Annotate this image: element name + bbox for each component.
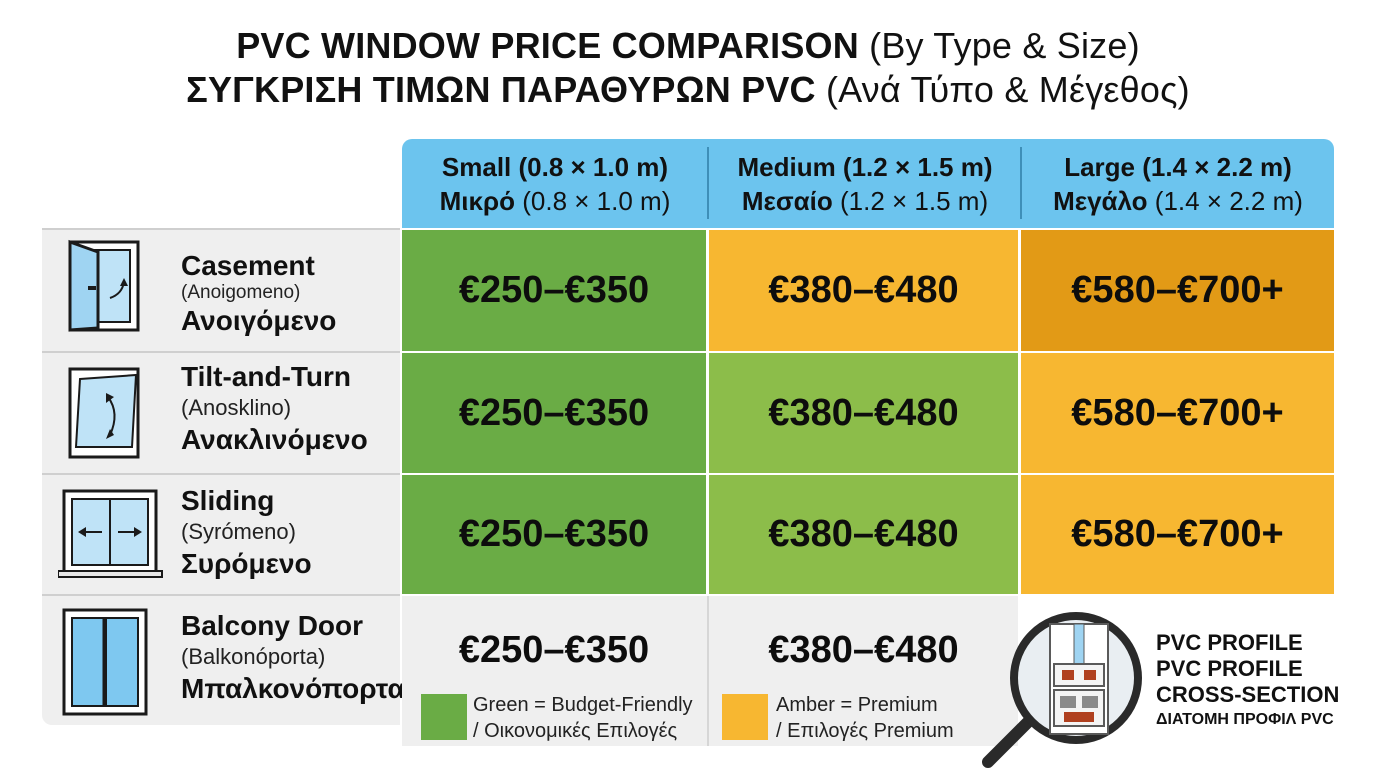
row-label-tilt-and-turn: Tilt-and-Turn (Anosklino) Ανακλινόμενο xyxy=(42,353,400,473)
header-large-gr-size: (1.4 × 2.2 m) xyxy=(1154,185,1303,216)
row-label-translit: (Anoigomeno) xyxy=(181,282,301,303)
row-label-casement: Casement (Anoigomeno) Ανοιγόμενο xyxy=(42,230,400,351)
row-label-en: Casement xyxy=(181,250,315,281)
title-greek-bold: ΣΥΓΚΡΙΣΗ ΤΙΜΩΝ ΠΑΡΑΘΥΡΩΝ PVC xyxy=(186,69,816,110)
tilt-turn-window-icon xyxy=(58,363,150,466)
casement-window-icon xyxy=(58,236,150,339)
legend-amber-line2: / Επιλογές Premium xyxy=(776,720,954,742)
price-cell: €250–€350 xyxy=(402,475,706,594)
header-small-en: Small (0.8 × 1.0 m) xyxy=(441,151,669,182)
price-cell: €250–€350 xyxy=(402,353,706,473)
price-cell: €380–€480 xyxy=(709,230,1018,351)
row-label-gr: Μπαλκονόπορτα xyxy=(181,673,405,704)
row-label-translit: (Anosklino) xyxy=(181,395,292,420)
row-divider xyxy=(42,594,400,596)
profile-line4: ΔΙΑΤΟΜΗ ΠΡΟΦΙΛ PVC xyxy=(1156,711,1334,728)
legend-amber: Amber = Premium / Επιλογές Premium xyxy=(776,692,954,744)
row-divider xyxy=(42,351,400,353)
legend-green: Green = Budget-Friendly / Οικονομικές Επ… xyxy=(473,692,693,744)
row-label-balcony-door: Balcony Door (Balkonóporta) Μπαλκονόπορτ… xyxy=(42,596,405,725)
magnifier-profile-icon xyxy=(980,610,1160,773)
price-cell: €380–€480 xyxy=(709,475,1018,594)
profile-line1: PVC PROFILE xyxy=(1156,630,1303,655)
row-label-sliding: Sliding (Syrómeno) Συρόμενο xyxy=(42,475,400,594)
row-label-gr: Ανοιγόμενο xyxy=(181,305,337,336)
cell-divider xyxy=(707,596,709,746)
row-label-en: Sliding xyxy=(181,485,275,516)
legend-amber-line1: Amber = Premium xyxy=(776,694,938,716)
header-divider xyxy=(1020,147,1022,219)
title-line-greek: ΣΥΓΚΡΙΣΗ ΤΙΜΩΝ ΠΑΡΑΘΥΡΩΝ PVC (Ανά Τύπο &… xyxy=(0,68,1376,112)
header-large-gr: Μεγάλο xyxy=(1053,185,1148,216)
price-cell: €380–€480 xyxy=(768,628,959,671)
header-divider xyxy=(707,147,709,219)
balcony-door-icon xyxy=(58,606,150,723)
price-cell: €380–€480 xyxy=(709,353,1018,473)
header-medium-en: Medium (1.2 × 1.5 m) xyxy=(737,151,993,182)
header-medium-gr-size: (1.2 × 1.5 m) xyxy=(839,185,989,216)
price-cell: €250–€350 xyxy=(402,230,706,351)
balcony-row-background xyxy=(402,596,1018,746)
header-large: Large (1.4 × 2.2 m) Μεγάλο (1.4 × 2.2 m) xyxy=(1022,139,1334,228)
row-label-en: Tilt-and-Turn xyxy=(181,361,352,392)
price-cell: €580–€700+ xyxy=(1021,475,1334,594)
legend-green-line1: Green = Budget-Friendly xyxy=(473,694,693,716)
profile-line2: PVC PROFILE xyxy=(1156,656,1303,681)
header-small-gr-size: (0.8 × 1.0 m) xyxy=(522,185,671,216)
profile-caption: PVC PROFILE PVC PROFILE CROSS-SECTION ΔΙ… xyxy=(1156,630,1339,732)
row-label-translit: (Syrómeno) xyxy=(181,519,296,544)
row-label-en: Balcony Door xyxy=(181,610,364,641)
legend-green-line2: / Οικονομικές Επιλογές xyxy=(473,720,678,742)
legend-swatch-green xyxy=(421,694,467,740)
legend-swatch-amber xyxy=(722,694,768,740)
title-line-english: PVC WINDOW PRICE COMPARISON (By Type & S… xyxy=(0,24,1376,68)
header-medium-gr: Μεσαίο xyxy=(741,185,833,216)
row-divider xyxy=(42,228,400,230)
header-large-en: Large (1.4 × 2.2 m) xyxy=(1064,151,1292,182)
price-cell: €250–€350 xyxy=(458,628,650,671)
price-cell: €580–€700+ xyxy=(1021,230,1334,351)
row-divider xyxy=(42,473,400,475)
header-small-gr: Μικρό xyxy=(439,185,515,216)
profile-line3: CROSS-SECTION xyxy=(1156,682,1340,707)
title-english-bold: PVC WINDOW PRICE COMPARISON xyxy=(236,25,859,66)
table-header: Small (0.8 × 1.0 m) Μικρό (0.8 × 1.0 m) … xyxy=(402,139,1334,228)
sliding-window-icon xyxy=(57,485,168,588)
row-label-gr: Συρόμενο xyxy=(181,548,312,579)
title-english-light: (By Type & Size) xyxy=(869,25,1140,66)
row-label-translit: (Balkonóporta) xyxy=(181,644,326,669)
page-title: PVC WINDOW PRICE COMPARISON (By Type & S… xyxy=(0,24,1376,112)
price-cell: €580–€700+ xyxy=(1021,353,1334,473)
header-medium: Medium (1.2 × 1.5 m) Μεσαίο (1.2 × 1.5 m… xyxy=(709,139,1021,228)
title-greek-light: (Ανά Τύπο & Μέγεθος) xyxy=(825,69,1190,110)
header-small: Small (0.8 × 1.0 m) Μικρό (0.8 × 1.0 m) xyxy=(402,139,708,228)
row-label-gr: Ανακλινόμενο xyxy=(181,424,368,455)
